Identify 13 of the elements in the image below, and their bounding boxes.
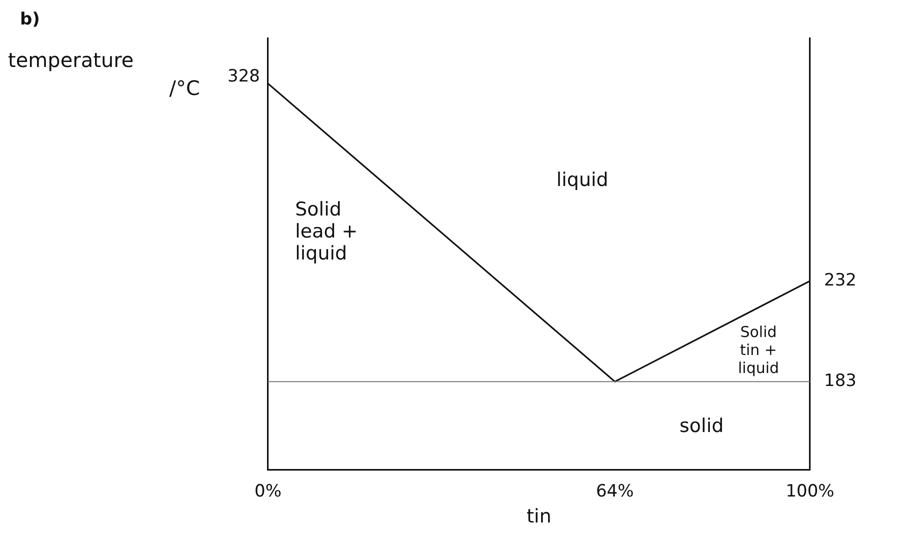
text: b) <box>20 10 40 30</box>
data-label: 328 <box>228 66 260 87</box>
annotation: Solid lead + liquid <box>295 198 358 265</box>
x-tick-label: 100% <box>786 482 834 502</box>
annotation: liquid <box>556 168 608 191</box>
x-tick-label: 0% <box>254 482 282 502</box>
annotation: Solid tin + liquid <box>738 323 780 378</box>
annotation: solid <box>680 414 724 437</box>
x-tick-label: 64% <box>596 482 634 502</box>
text: temperature /°C <box>8 48 200 100</box>
x-axis-title: tin <box>526 506 552 528</box>
y2-tick-label: 232 <box>824 270 856 290</box>
y2-tick-label: 183 <box>824 371 856 392</box>
